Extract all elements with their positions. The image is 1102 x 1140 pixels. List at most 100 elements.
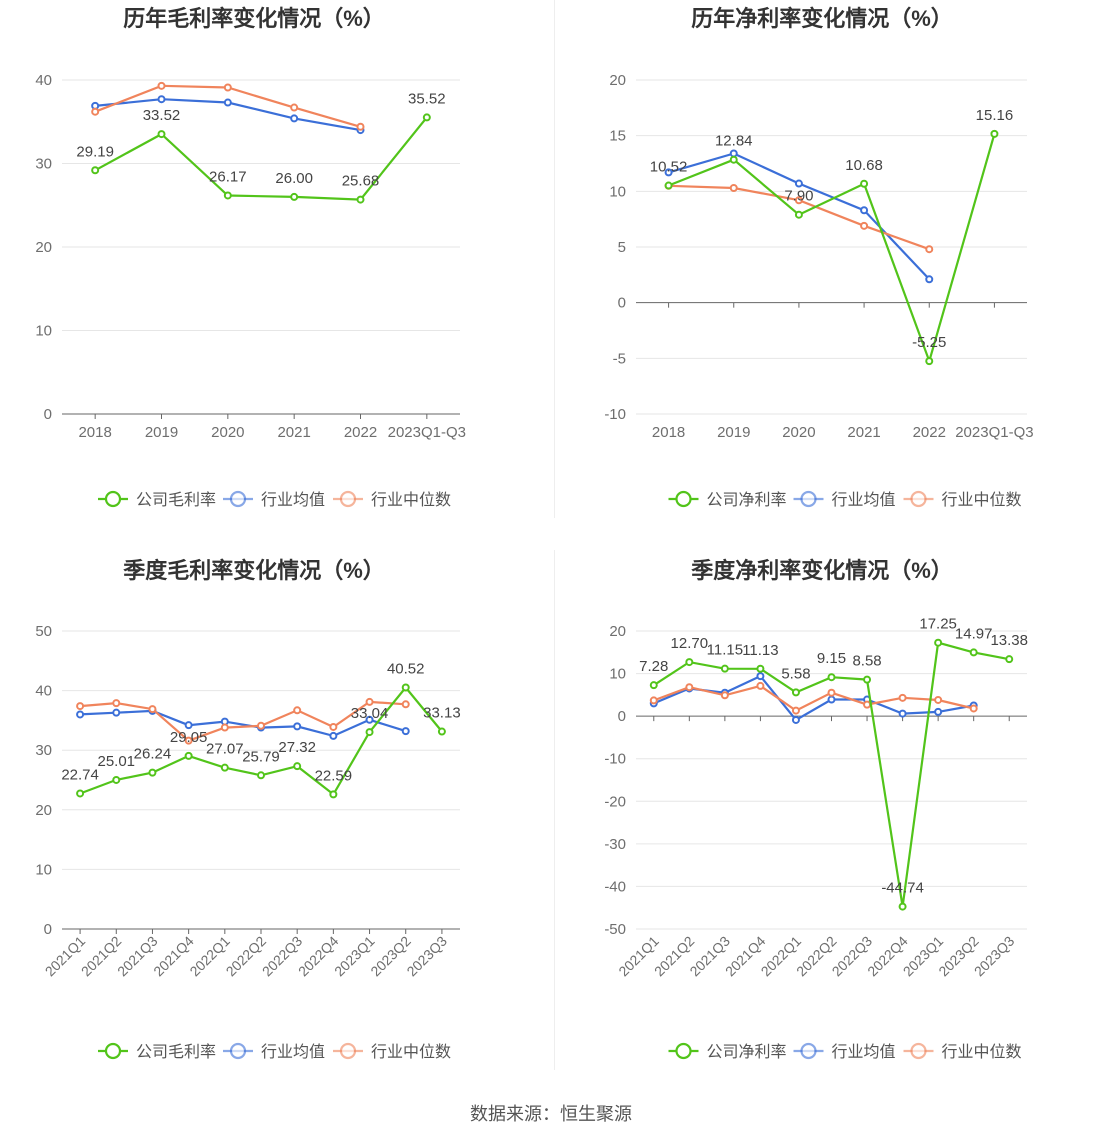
data-point [925,357,934,366]
chart-1: 历年毛利率变化情况（%） 0 10 20 30 40 2018 2019 2020 2021 202… [35,6,466,509]
data-point [257,771,265,780]
data-point [76,789,85,798]
data-point [791,688,800,697]
data-label: 26.00 [275,170,313,187]
data-label: 11.15 [707,642,743,659]
x-tick-label: 2022 [344,424,377,441]
x-tick-label: 2021 [277,424,310,441]
x-tick-label: 2023Q1-Q3 [955,424,1033,441]
data-point [756,681,765,690]
y-tick-label: -10 [604,406,626,423]
data-point [223,83,232,92]
legend-swatch-marker [339,1042,357,1060]
data-point [898,709,907,718]
legend-label: 公司毛利率 [136,1043,216,1061]
x-tick-label: 2018 [652,424,685,441]
legend-swatch-marker [104,490,122,508]
data-source-note: 数据来源：恒生聚源 [470,1104,632,1124]
legend-item-company: 公司净利率 [668,1042,787,1061]
x-tick-label: 2022 [913,424,946,441]
legend-swatch-marker [800,1042,817,1060]
data-point [91,166,100,175]
series-company [76,683,446,799]
legend-item-average: 行业均值 [223,490,325,509]
series-company [664,129,999,366]
legend-item-company: 公司毛利率 [98,490,216,509]
series-average [91,95,365,135]
y-tick-label: 15 [609,128,626,145]
legend-label: 行业中位数 [942,1043,1022,1061]
series-line [80,709,407,738]
chart-3: 季度毛利率变化情况（%）010203040502021Q12021Q22021Q… [35,558,460,1061]
data-point [223,98,232,107]
y-tick-label: 10 [609,183,626,200]
data-point [290,192,299,201]
data-point [827,695,836,704]
series-line [653,684,974,712]
x-tick-label: 2023Q3 [971,933,1018,980]
data-label: 25.79 [242,748,280,765]
data-point [794,179,803,188]
data-point [365,697,374,706]
chart-title: 历年净利率变化情况（%） [691,6,953,31]
series-line [94,116,428,201]
chart-title: 季度净利率变化情况（%） [691,558,953,583]
y-tick-label: 40 [35,683,52,700]
data-label: 25.01 [97,753,135,770]
legend-item-company: 公司净利率 [668,490,787,509]
data-label: 5.58 [781,665,810,682]
data-point [756,672,765,681]
data-point [729,155,738,164]
data-point [157,130,166,139]
data-label: 17.25 [919,616,957,633]
y-tick-label: -20 [604,793,626,810]
legend-swatch-marker [229,490,247,508]
data-point [990,129,999,138]
data-point [898,902,907,911]
y-tick-label: 20 [609,623,626,640]
series-company [649,638,1014,911]
data-point [112,699,121,708]
y-tick-label: 30 [35,742,52,759]
y-tick-label: 10 [609,666,626,683]
data-point [860,179,869,188]
data-point [223,191,232,200]
y-tick-label: 0 [618,295,626,312]
data-point [329,722,338,731]
data-point [290,103,299,112]
x-tick-label: 2019 [717,424,750,441]
y-tick-label: 0 [44,406,52,423]
data-label: 33.13 [423,705,461,722]
data-label: 29.05 [170,729,208,746]
data-label: 33.52 [143,107,181,124]
data-point [157,95,166,104]
data-point [365,728,374,737]
data-point [863,675,872,684]
legend-label: 行业均值 [832,491,896,509]
data-label: -5.25 [912,334,946,351]
x-tick-label: 2023Q3 [403,933,450,980]
data-point [356,195,365,204]
data-point [685,683,694,692]
data-point [720,691,729,700]
x-tick-label: 2020 [211,424,244,441]
y-tick-label: 0 [44,921,52,938]
data-point [356,122,365,131]
data-point [794,210,803,219]
vertical-divider-top [554,0,555,518]
data-point [791,715,800,724]
data-point [827,673,836,682]
chart-legend: 公司净利率 行业均值 行业中位数 [668,1042,1022,1061]
data-label: 22.74 [61,766,99,783]
data-point [329,790,338,799]
data-label: 7.28 [639,658,668,675]
series-median [91,81,365,131]
vertical-divider-bottom [554,550,555,1070]
data-point [293,706,302,715]
data-label: -44.74 [881,880,924,897]
legend-swatch-marker [104,1042,122,1060]
data-point [794,196,803,205]
data-point [934,695,943,704]
data-point [184,751,193,760]
legend-item-company: 公司毛利率 [98,1042,216,1061]
